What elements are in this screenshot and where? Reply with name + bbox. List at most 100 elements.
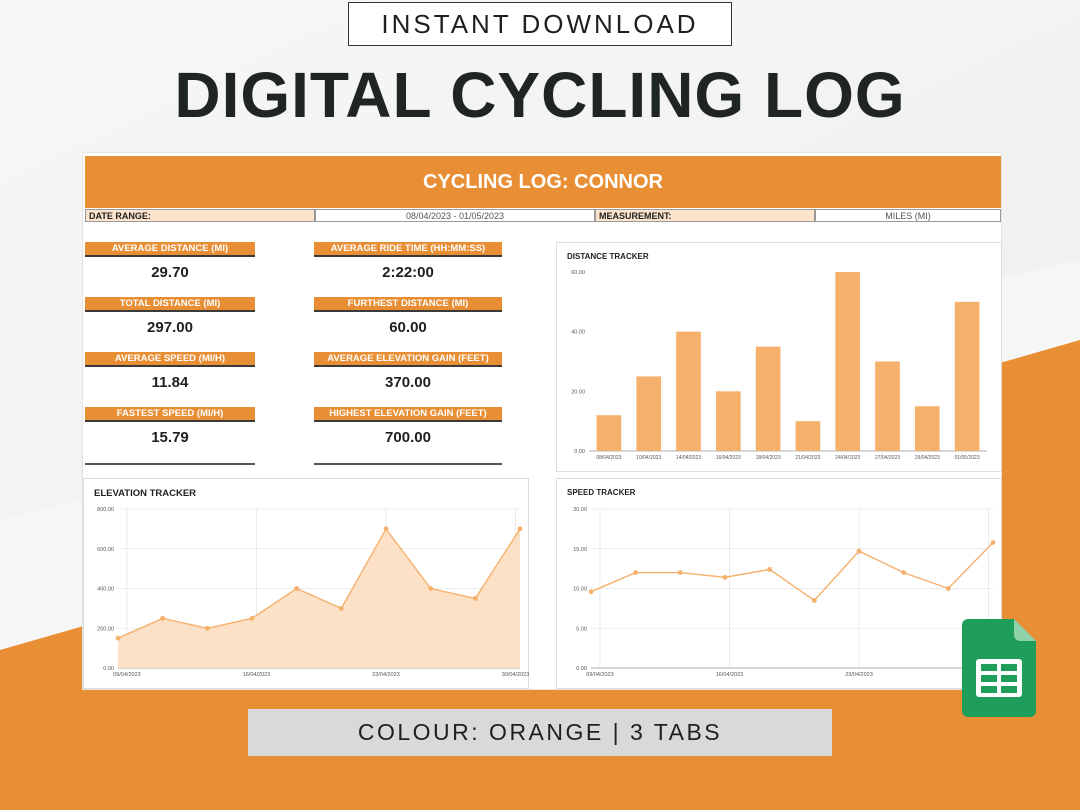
measurement-value[interactable]: MILES (MI) bbox=[815, 209, 1001, 222]
y-tick-label: 20.00 bbox=[573, 507, 587, 513]
y-tick-label: 200.00 bbox=[97, 626, 114, 632]
x-tick-label: 01/05/2023 bbox=[955, 455, 980, 461]
x-tick-label: 23/04/2023 bbox=[845, 672, 873, 678]
data-point bbox=[115, 635, 121, 641]
distance-chart-svg: 0.00 20.00 40.00 60.00 08/04/2023 10/04/2023 1… bbox=[571, 270, 987, 461]
stat-label: FURTHEST DISTANCE (MI) bbox=[314, 297, 502, 312]
stat-average-speed: AVERAGE SPEED (MI/H) 11.84 bbox=[85, 352, 255, 407]
data-point bbox=[856, 548, 862, 554]
x-tick-label: 16/04/2023 bbox=[243, 672, 271, 678]
data-point bbox=[160, 615, 166, 621]
stat-value: 15.79 bbox=[151, 429, 189, 446]
stat-highest-elevation-gain: HIGHEST ELEVATION GAIN (FEET) 700.00 bbox=[314, 407, 502, 462]
data-point bbox=[990, 540, 996, 545]
y-tick-label: 0.00 bbox=[103, 666, 114, 672]
divider bbox=[314, 463, 502, 465]
stat-label: TOTAL DISTANCE (MI) bbox=[85, 297, 255, 312]
y-tick-label: 800.00 bbox=[97, 507, 114, 513]
data-point bbox=[517, 526, 523, 532]
distance-tracker-chart[interactable]: DISTANCE TRACKER 0.00 20.00 40.00 60.00 08/0… bbox=[556, 242, 1002, 472]
y-tick-label: 600.00 bbox=[97, 547, 114, 553]
bar bbox=[676, 331, 701, 451]
data-point bbox=[677, 570, 683, 575]
x-tick-label: 24/04/2023 bbox=[835, 455, 860, 461]
stat-value: 700.00 bbox=[385, 429, 431, 446]
info-row: DATE RANGE: 08/04/2023 - 01/05/2023 MEAS… bbox=[85, 209, 1001, 222]
sheet-header: CYCLING LOG: CONNOR bbox=[85, 156, 1001, 208]
y-tick-label: 0.00 bbox=[574, 449, 585, 455]
y-tick-label: 0.00 bbox=[576, 666, 587, 672]
stat-label: AVERAGE RIDE TIME (HH:MM:SS) bbox=[314, 242, 502, 257]
y-tick-label: 10.00 bbox=[573, 587, 587, 593]
stat-value: 29.70 bbox=[151, 264, 189, 281]
x-tick-label: 09/04/2023 bbox=[586, 672, 614, 678]
spreadsheet-dashboard: CYCLING LOG: CONNOR DATE RANGE: 08/04/20… bbox=[82, 152, 1002, 690]
stat-value: 370.00 bbox=[385, 374, 431, 391]
x-tick-label: 16/04/2023 bbox=[716, 455, 741, 461]
x-tick-label: 14/04/2023 bbox=[676, 455, 701, 461]
data-point bbox=[945, 586, 951, 591]
data-point bbox=[633, 570, 639, 575]
stat-fastest-speed: FASTEST SPEED (MI/H) 15.79 bbox=[85, 407, 255, 462]
date-range-value[interactable]: 08/04/2023 - 01/05/2023 bbox=[315, 209, 595, 222]
page-title: DIGITAL CYCLING LOG bbox=[174, 59, 906, 131]
data-point bbox=[294, 586, 300, 591]
y-tick-label: 15.00 bbox=[573, 547, 587, 553]
chart-title: DISTANCE TRACKER bbox=[567, 252, 649, 261]
y-tick-label: 40.00 bbox=[571, 330, 585, 336]
colour-tabs-banner: COLOUR: ORANGE | 3 TABS bbox=[248, 709, 832, 756]
x-tick-label: 10/04/2023 bbox=[636, 455, 661, 461]
stat-label: AVERAGE DISTANCE (MI) bbox=[85, 242, 255, 257]
data-point bbox=[588, 589, 594, 595]
bar bbox=[835, 272, 861, 451]
data-point bbox=[767, 567, 773, 572]
x-tick-label: 29/04/2023 bbox=[915, 455, 940, 461]
y-tick-label: 400.00 bbox=[97, 587, 114, 593]
data-point bbox=[472, 596, 478, 601]
stat-label: FASTEST SPEED (MI/H) bbox=[85, 407, 255, 422]
x-tick-label: 16/04/2023 bbox=[716, 672, 744, 678]
elevation-tracker-chart[interactable]: ELEVATION TRACKER 0.00 200.00 400.00 600.00… bbox=[83, 478, 529, 689]
measurement-label: MEASUREMENT: bbox=[595, 209, 815, 222]
data-point bbox=[383, 526, 389, 532]
x-tick-label: 21/04/2023 bbox=[795, 455, 820, 461]
stat-value: 2:22:00 bbox=[382, 264, 434, 281]
data-point bbox=[811, 598, 817, 603]
stat-value: 11.84 bbox=[151, 374, 189, 391]
data-point bbox=[338, 605, 344, 611]
data-point bbox=[901, 570, 907, 575]
google-sheets-icon bbox=[962, 619, 1036, 717]
bar bbox=[715, 391, 741, 451]
series-line bbox=[117, 527, 521, 639]
x-tick-label: 08/04/2023 bbox=[596, 455, 621, 461]
x-tick-label: 09/04/2023 bbox=[113, 672, 141, 678]
bar bbox=[755, 346, 781, 451]
stat-label: AVERAGE ELEVATION GAIN (FEET) bbox=[314, 352, 502, 367]
bar bbox=[636, 376, 662, 451]
elevation-chart-svg: 0.00 200.00 400.00 600.00 800.00 09/04/2023 16… bbox=[97, 507, 530, 678]
stat-value: 297.00 bbox=[147, 319, 193, 336]
data-point bbox=[428, 586, 434, 591]
x-tick-label: 30/04/2023 bbox=[502, 672, 530, 678]
bar bbox=[596, 415, 622, 451]
x-tick-label: 18/04/2023 bbox=[756, 455, 781, 461]
stat-average-ride-time: AVERAGE RIDE TIME (HH:MM:SS) 2:22:00 bbox=[314, 242, 502, 297]
bar bbox=[795, 421, 821, 451]
data-point bbox=[722, 574, 728, 580]
y-tick-label: 5.00 bbox=[576, 626, 587, 632]
y-tick-label: 60.00 bbox=[571, 270, 585, 276]
stat-value: 60.00 bbox=[389, 319, 427, 336]
x-tick-label: 23/04/2023 bbox=[372, 672, 400, 678]
x-tick-label: 27/04/2023 bbox=[875, 455, 900, 461]
bar bbox=[954, 301, 980, 451]
date-range-label: DATE RANGE: bbox=[85, 209, 315, 222]
stat-label: HIGHEST ELEVATION GAIN (FEET) bbox=[314, 407, 502, 422]
stat-furthest-distance: FURTHEST DISTANCE (MI) 60.00 bbox=[314, 297, 502, 352]
chart-title: SPEED TRACKER bbox=[567, 488, 636, 497]
bar bbox=[875, 361, 900, 451]
y-tick-label: 20.00 bbox=[571, 389, 585, 395]
speed-tracker-chart[interactable]: SPEED TRACKER 0.00 5.00 10.00 15.00 20.00 09/… bbox=[556, 478, 1002, 689]
stat-average-distance: AVERAGE DISTANCE (MI) 29.70 bbox=[85, 242, 255, 297]
series-line bbox=[590, 541, 994, 602]
data-point bbox=[204, 625, 210, 631]
